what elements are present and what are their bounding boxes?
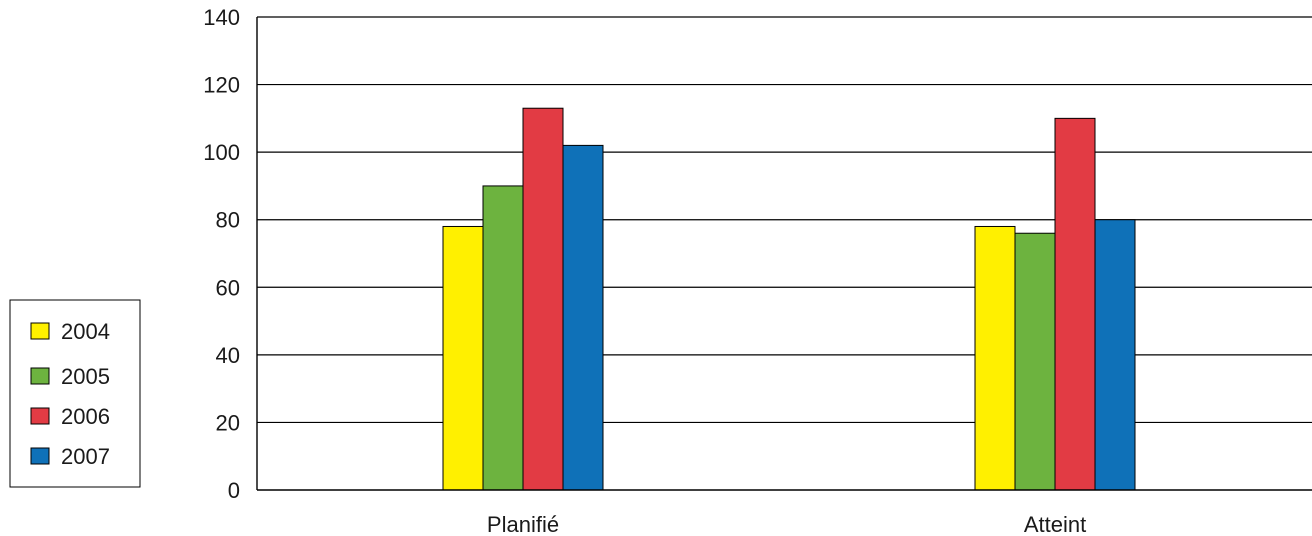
legend-label-2007: 2007 bbox=[61, 444, 110, 469]
y-tick-label: 120 bbox=[203, 73, 240, 98]
legend-swatch-2007 bbox=[30, 447, 50, 465]
y-tick-label: 20 bbox=[216, 410, 240, 435]
legend-label-2005: 2005 bbox=[61, 364, 110, 389]
bar-2004-atteint bbox=[974, 225, 1016, 491]
y-tick-label: 140 bbox=[203, 5, 240, 30]
bar-2005-atteint bbox=[1014, 232, 1056, 491]
x-category-label: Planifié bbox=[487, 512, 559, 536]
y-tick-label: 40 bbox=[216, 343, 240, 368]
bar-2004-planifie bbox=[442, 225, 484, 491]
legend: 2004 2005 2006 2007 bbox=[9, 299, 141, 488]
y-tick-label: 100 bbox=[203, 140, 240, 165]
legend-label-2006: 2006 bbox=[61, 404, 110, 429]
x-axis-categories: Planifié Atteint bbox=[487, 512, 1086, 536]
legend-swatch-2004 bbox=[30, 322, 50, 340]
legend-label-2004: 2004 bbox=[61, 319, 110, 344]
x-category-label: Atteint bbox=[1024, 512, 1086, 536]
gridlines bbox=[257, 16, 1312, 424]
bar-2006-planifie bbox=[522, 107, 564, 491]
bar-2005-planifie bbox=[482, 185, 524, 491]
legend-swatch-2005 bbox=[30, 367, 50, 385]
bars bbox=[442, 107, 1136, 491]
bar-2007-atteint bbox=[1094, 219, 1136, 491]
y-tick-label: 60 bbox=[216, 275, 240, 300]
bar-2007-planifie bbox=[562, 144, 604, 491]
bar-2006-atteint bbox=[1054, 117, 1096, 491]
y-axis-ticks: 0 20 40 60 80 100 120 140 bbox=[203, 5, 240, 503]
y-tick-label: 80 bbox=[216, 208, 240, 233]
y-tick-label: 0 bbox=[228, 478, 240, 503]
legend-swatch-2006 bbox=[30, 407, 50, 425]
axes bbox=[256, 17, 1312, 491]
